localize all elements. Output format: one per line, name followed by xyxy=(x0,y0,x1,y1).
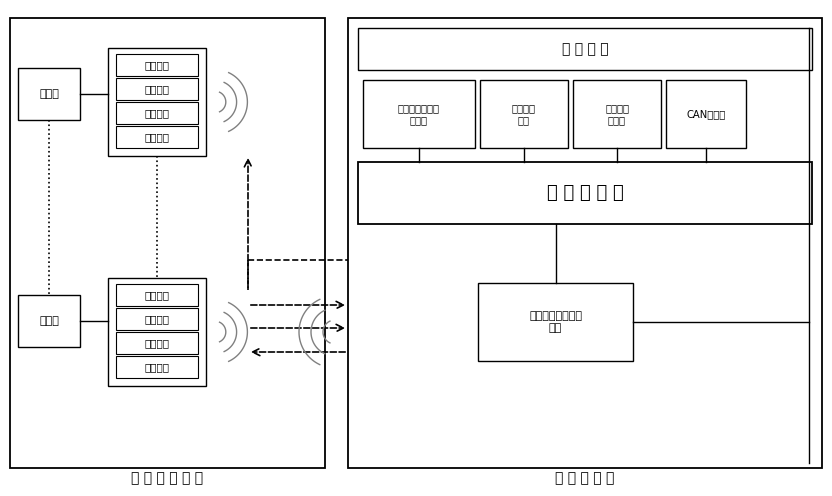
Text: 通信传输: 通信传输 xyxy=(145,60,170,70)
Bar xyxy=(116,54,198,76)
Bar xyxy=(116,102,198,124)
Text: 均衡控制: 均衡控制 xyxy=(145,108,170,118)
Text: 电 源 模 块: 电 源 模 块 xyxy=(562,42,608,56)
Bar xyxy=(573,80,661,148)
Bar xyxy=(18,68,80,120)
Bar xyxy=(116,308,198,330)
Text: 微 处 理 模 块: 微 处 理 模 块 xyxy=(547,184,623,202)
Bar xyxy=(348,18,822,468)
Text: 主 控 制 系 统: 主 控 制 系 统 xyxy=(555,471,615,485)
Bar xyxy=(18,295,80,347)
Bar xyxy=(116,332,198,354)
Text: 电压采集: 电压采集 xyxy=(145,362,170,372)
Bar xyxy=(10,18,325,468)
Text: 电池组: 电池组 xyxy=(39,316,59,326)
Text: 主控系统无线通信
模块: 主控系统无线通信 模块 xyxy=(529,311,582,333)
Text: 电 池 监 控 系 统: 电 池 监 控 系 统 xyxy=(131,471,204,485)
Bar xyxy=(116,284,198,306)
Bar xyxy=(116,126,198,148)
Text: 电压采集: 电压采集 xyxy=(145,132,170,142)
Bar xyxy=(478,283,633,361)
Bar xyxy=(358,28,812,70)
Bar xyxy=(116,78,198,100)
Text: 温度采集: 温度采集 xyxy=(145,314,170,324)
Bar xyxy=(358,162,812,224)
Text: 电池组: 电池组 xyxy=(39,89,59,99)
Text: 均衡控制: 均衡控制 xyxy=(145,338,170,348)
Bar xyxy=(108,278,206,386)
Text: 通信传输: 通信传输 xyxy=(145,290,170,300)
Text: 非挥发记
忆模块: 非挥发记 忆模块 xyxy=(605,103,629,125)
Text: 温度采集: 温度采集 xyxy=(145,84,170,94)
Text: 继电器控制及诊
断模块: 继电器控制及诊 断模块 xyxy=(398,103,440,125)
Bar xyxy=(108,48,206,156)
Bar xyxy=(116,356,198,378)
Bar xyxy=(480,80,568,148)
Bar xyxy=(666,80,746,148)
Text: 握手收发
模块: 握手收发 模块 xyxy=(512,103,536,125)
Bar xyxy=(363,80,475,148)
Text: CAN收发器: CAN收发器 xyxy=(686,109,726,119)
